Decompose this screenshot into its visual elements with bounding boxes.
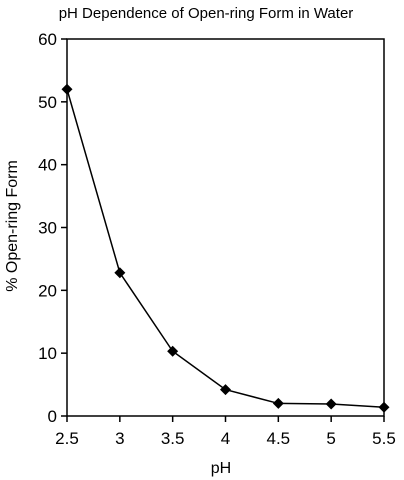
y-axis: 0 10 20 30 40 50 60 [38, 30, 67, 426]
x-tick-label: 5 [326, 429, 335, 448]
chart-title: pH Dependence of Open-ring Form in Water [59, 5, 354, 22]
series-line [66, 89, 385, 408]
data-point [61, 83, 73, 95]
data-point [167, 345, 179, 357]
y-tick-label: 50 [38, 93, 57, 112]
data-point [378, 401, 390, 413]
data-point [114, 267, 126, 279]
data-point [272, 397, 284, 409]
x-tick-label: 2.5 [55, 429, 79, 448]
x-tick-label: 4.5 [267, 429, 291, 448]
y-tick-label: 0 [48, 407, 57, 426]
y-tick-label: 60 [38, 30, 57, 49]
y-tick-label: 10 [38, 344, 57, 363]
plot-frame [66, 38, 385, 417]
x-tick-label: 3.5 [161, 429, 185, 448]
series-layer [61, 83, 390, 413]
y-tick-label: 20 [38, 281, 57, 300]
y-tick-label: 30 [38, 219, 57, 238]
x-axis-label: pH [211, 460, 231, 477]
y-axis-label: % Open-ring Form [4, 160, 21, 292]
x-tick-label: 3 [115, 429, 124, 448]
data-point [325, 398, 337, 410]
x-tick-label: 4 [221, 429, 230, 448]
x-axis: 2.5 3 3.5 4 4.5 5 5.5 [55, 416, 396, 448]
data-point [220, 384, 231, 396]
x-tick-label: 5.5 [372, 429, 396, 448]
y-tick-label: 40 [38, 156, 57, 175]
